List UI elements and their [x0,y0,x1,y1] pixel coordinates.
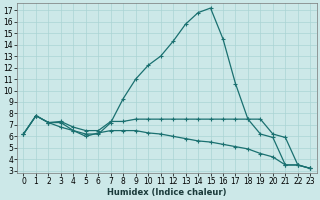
X-axis label: Humidex (Indice chaleur): Humidex (Indice chaleur) [107,188,227,197]
